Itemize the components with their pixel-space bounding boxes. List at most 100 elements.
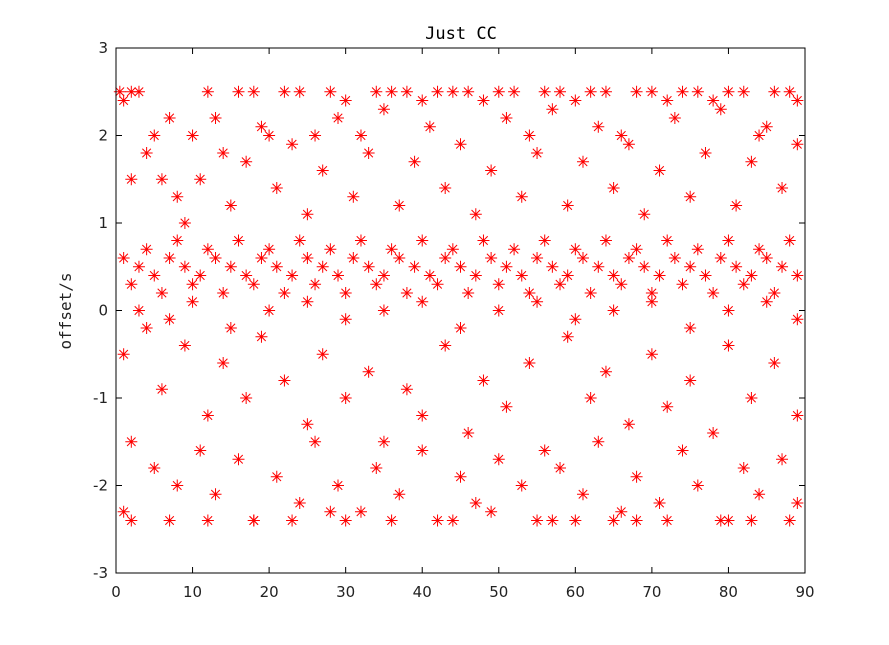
data-point <box>240 155 253 168</box>
data-point <box>661 94 674 107</box>
data-point <box>446 514 459 527</box>
data-point <box>569 243 582 256</box>
data-point <box>492 85 505 98</box>
data-point <box>339 313 352 326</box>
data-point <box>684 190 697 203</box>
data-point <box>722 85 735 98</box>
data-point <box>454 260 467 273</box>
data-point <box>178 339 191 352</box>
data-point <box>791 94 804 107</box>
data-point <box>645 85 658 98</box>
data-point <box>546 260 559 273</box>
data-point <box>722 234 735 247</box>
data-point <box>584 287 597 299</box>
data-point <box>584 85 597 98</box>
data-point <box>278 287 291 299</box>
data-point <box>768 357 781 369</box>
data-point <box>408 260 421 273</box>
data-point <box>270 260 283 273</box>
data-point <box>737 278 750 291</box>
data-point <box>286 138 299 151</box>
x-tick-label: 50 <box>489 583 508 601</box>
data-point <box>538 85 551 98</box>
chart-title: Just CC <box>425 24 497 44</box>
data-point <box>714 514 727 527</box>
data-point <box>125 85 138 98</box>
scatter-points <box>113 85 804 527</box>
data-point <box>776 260 789 273</box>
data-point <box>576 488 589 501</box>
y-tick-label: -3 <box>93 564 108 582</box>
data-point <box>332 112 345 124</box>
data-point <box>546 514 559 527</box>
data-point <box>776 182 789 194</box>
data-point <box>676 85 689 98</box>
data-point <box>745 392 758 404</box>
data-point <box>515 269 528 282</box>
data-point <box>768 287 781 299</box>
data-point <box>416 444 429 457</box>
data-point <box>377 435 390 448</box>
data-point <box>730 260 743 273</box>
data-point <box>645 287 658 299</box>
data-point <box>370 278 383 291</box>
data-point <box>462 427 475 439</box>
data-point <box>645 348 658 361</box>
data-point <box>469 269 482 282</box>
data-point <box>125 514 138 527</box>
data-point <box>362 365 375 378</box>
data-point <box>362 260 375 273</box>
data-point <box>155 173 168 186</box>
data-point <box>377 269 390 282</box>
data-point <box>278 85 291 98</box>
data-point <box>515 479 528 492</box>
data-point <box>431 85 444 98</box>
data-point <box>439 182 452 194</box>
data-point <box>201 85 214 98</box>
data-point <box>217 147 230 159</box>
data-point <box>416 409 429 422</box>
data-point <box>569 94 582 107</box>
data-point <box>186 129 199 142</box>
data-point <box>554 462 567 474</box>
data-point <box>691 479 704 492</box>
data-point <box>209 488 222 501</box>
data-point <box>354 505 367 518</box>
data-point <box>599 234 612 247</box>
data-point <box>592 120 605 133</box>
x-tick-label: 30 <box>336 583 355 601</box>
data-point <box>293 497 306 509</box>
data-point <box>362 147 375 159</box>
data-point <box>201 514 214 527</box>
y-axis-label: offset/s <box>56 272 75 349</box>
data-point <box>224 322 237 334</box>
data-point <box>607 304 620 317</box>
x-tick-label: 20 <box>260 583 279 601</box>
data-point <box>691 85 704 98</box>
data-point <box>707 287 720 299</box>
data-point <box>232 85 245 98</box>
data-point <box>668 112 681 124</box>
data-point <box>477 94 490 107</box>
data-point <box>569 313 582 326</box>
data-point <box>263 129 276 142</box>
data-point <box>370 462 383 474</box>
data-point <box>194 269 207 282</box>
data-point <box>255 252 268 264</box>
data-point <box>247 85 260 98</box>
data-point <box>615 505 628 518</box>
data-point <box>745 269 758 282</box>
data-point <box>753 488 766 501</box>
data-point <box>385 85 398 98</box>
data-point <box>753 243 766 256</box>
data-point <box>768 85 781 98</box>
data-point <box>684 260 697 273</box>
data-point <box>270 182 283 194</box>
data-point <box>232 453 245 466</box>
data-point <box>783 514 796 527</box>
data-point <box>485 252 498 264</box>
data-point <box>400 287 413 299</box>
data-point <box>263 304 276 317</box>
data-point <box>569 514 582 527</box>
